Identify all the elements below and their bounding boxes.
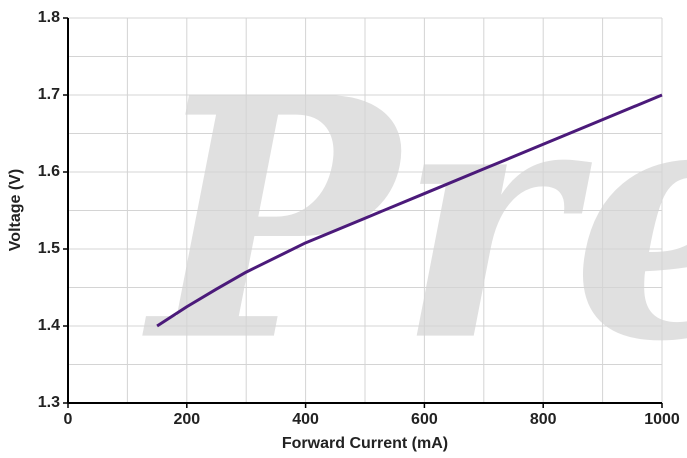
data-line <box>156 93 663 328</box>
x-tick-label: 800 <box>530 411 557 428</box>
y-axis-label: Voltage (V) <box>7 169 24 251</box>
watermark: Pre <box>140 26 687 414</box>
x-tick-label: 1000 <box>644 411 680 428</box>
y-tick-label: 1.8 <box>38 9 60 26</box>
y-tick-label: 1.4 <box>38 317 60 334</box>
y-tick-label: 1.6 <box>38 163 60 180</box>
y-tick-label: 1.7 <box>38 86 60 103</box>
x-axis-label: Forward Current (mA) <box>282 435 448 452</box>
x-tick-label: 600 <box>411 411 438 428</box>
y-tick-label: 1.5 <box>38 240 60 257</box>
x-tick-label: 200 <box>173 411 200 428</box>
x-tick-label: 0 <box>64 411 73 428</box>
y-tick-label: 1.3 <box>38 394 60 411</box>
x-tick-label: 400 <box>292 411 319 428</box>
